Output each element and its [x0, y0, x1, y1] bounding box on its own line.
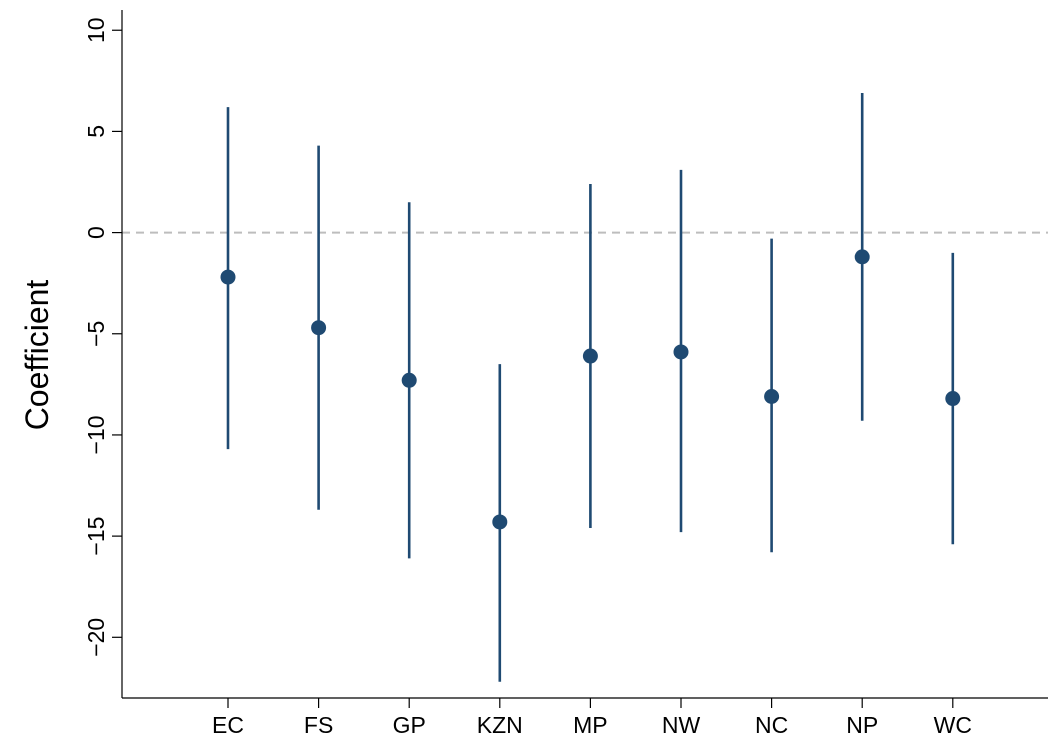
- x-tick-label: FS: [304, 712, 333, 738]
- y-ticks: 10 5 0 −5 −10 −15 −20: [83, 17, 122, 657]
- x-tick-label: EC: [212, 712, 244, 738]
- estimate-point-np: [854, 249, 870, 265]
- x-tick-label: MP: [573, 712, 608, 738]
- x-tick-label: KZN: [477, 712, 523, 738]
- estimate-point-ec: [220, 269, 236, 285]
- x-tick-label: NC: [755, 712, 788, 738]
- x-ticks: EC FS GP KZN MP NW NC NP WC: [212, 698, 972, 738]
- y-tick-label: 0: [83, 226, 109, 239]
- x-tick-label: NP: [846, 712, 878, 738]
- series: [220, 92, 961, 682]
- x-tick-label: WC: [934, 712, 972, 738]
- y-tick-label: −15: [83, 517, 109, 556]
- estimate-point-wc: [945, 391, 961, 407]
- estimate-point-mp: [582, 348, 598, 364]
- y-axis-title: Coefficient: [19, 280, 55, 431]
- y-tick-label: −10: [83, 415, 109, 454]
- estimate-point-gp: [401, 372, 417, 388]
- estimate-point-kzn: [492, 514, 508, 530]
- y-tick-label: 10: [83, 17, 109, 43]
- x-tick-label: GP: [393, 712, 426, 738]
- estimate-point-fs: [311, 320, 327, 336]
- estimate-point-nc: [764, 388, 780, 404]
- axes: [121, 10, 1048, 699]
- y-tick-label: −5: [83, 321, 109, 347]
- y-tick-label: −20: [83, 618, 109, 657]
- y-tick-label: 5: [83, 125, 109, 138]
- x-tick-label: NW: [662, 712, 701, 738]
- estimate-point-nw: [673, 344, 689, 360]
